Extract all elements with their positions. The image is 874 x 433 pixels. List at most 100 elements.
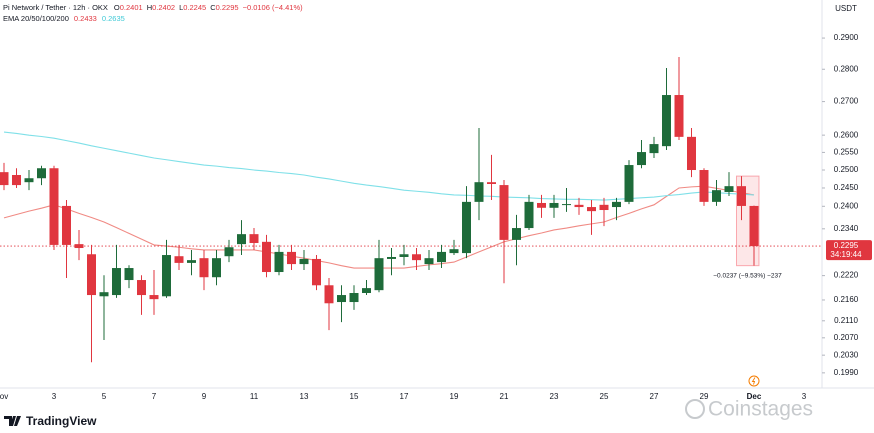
x-tick-label: 13: [300, 392, 309, 401]
measure-label: −0.0237 (−9.53%) −237: [713, 272, 782, 279]
candle-body: [537, 202, 546, 208]
candle-body: [162, 255, 171, 297]
x-tick-label: 27: [650, 392, 659, 401]
candle-body: [249, 234, 259, 243]
candle-body: [349, 293, 359, 303]
candle-body: [549, 202, 559, 208]
candle-body: [724, 186, 734, 192]
candle-body: [562, 204, 571, 206]
logo-text: TradingView: [26, 414, 97, 428]
candle-body: [574, 204, 584, 208]
plot-area: [0, 56, 822, 363]
candle-body: [674, 95, 684, 137]
candle-body: [149, 295, 159, 300]
candle-body: [274, 251, 284, 273]
y-tick-label: 0.2550: [834, 148, 859, 157]
candle-body: [212, 258, 221, 278]
candle-body: [612, 201, 621, 208]
candle-body: [12, 175, 21, 186]
candle-body: [199, 258, 209, 278]
x-tick-label: ov: [0, 392, 8, 401]
candle-body: [174, 256, 184, 263]
ohlc-key: H: [147, 3, 152, 12]
y-tick-label: 0.2110: [834, 316, 858, 325]
candle-body: [287, 251, 296, 265]
logo: TradingView: [4, 414, 97, 428]
y-tick-label: 0.2500: [834, 165, 859, 174]
candle-body: [437, 251, 446, 263]
candle-body: [137, 280, 146, 296]
candle-body: [262, 241, 271, 273]
y-tick-label: 0.2600: [834, 130, 859, 139]
x-tick-label: 7: [152, 392, 157, 401]
candle-body: [737, 186, 746, 206]
x-tick-label: 21: [500, 392, 509, 401]
candle-body: [662, 95, 671, 147]
watermark-icon: [685, 399, 705, 419]
y-tick-label: 0.2700: [834, 97, 859, 106]
ohlc-key: C: [210, 3, 216, 12]
currency-label: USDT: [835, 4, 857, 13]
y-tick-label: 0.2340: [834, 224, 859, 233]
x-tick-label: 23: [550, 392, 559, 401]
y-tick-label: 0.2800: [834, 64, 859, 73]
event-bolt: [751, 377, 756, 385]
x-tick-label: 11: [250, 392, 259, 401]
countdown-label: 34:19:44: [830, 250, 862, 259]
ohlc-value: 0.2401: [120, 3, 143, 12]
candle-body: [324, 285, 334, 304]
x-tick-label: 3: [802, 392, 807, 401]
candle-body: [124, 268, 134, 281]
candle-body: [499, 185, 509, 240]
candle-body: [224, 247, 234, 257]
candle-body: [112, 268, 121, 296]
x-tick-label: 15: [350, 392, 359, 401]
candle-body: [362, 288, 371, 294]
candle-body: [487, 182, 496, 184]
logo-icon: [4, 416, 21, 426]
x-tick-label: Dec: [747, 392, 762, 401]
candle-body: [99, 292, 109, 297]
indicator-header: EMA 20/50/100/200 0.2433 0.2635: [3, 14, 125, 23]
indicator-value: 0.2635: [102, 14, 125, 23]
event-icon: [748, 375, 760, 387]
candle-body: [624, 165, 634, 202]
candle-body: [312, 258, 321, 286]
candle-body: [524, 201, 534, 229]
candle-body: [37, 168, 46, 179]
x-tick-label: 25: [600, 392, 609, 401]
ohlc-key: L: [179, 3, 183, 12]
indicator-value: 0.2433: [74, 14, 97, 23]
y-tick-label: 0.2900: [834, 33, 859, 42]
x-tick-label: 17: [400, 392, 409, 401]
y-tick-label: 0.2160: [834, 295, 859, 304]
y-tick-label: 0.2220: [834, 271, 859, 280]
x-tick-label: 5: [102, 392, 107, 401]
candle-body: [449, 249, 459, 254]
y-tick-label: 0.2030: [834, 350, 859, 359]
candle-body: [74, 244, 84, 249]
candle-body: [462, 201, 471, 254]
candle-body: [699, 170, 709, 202]
y-tick-label: 0.1990: [834, 368, 859, 377]
change-label: −0.0106 (−4.41%): [243, 3, 304, 12]
candle-body: [712, 190, 721, 202]
candle-body: [62, 205, 71, 245]
candle-body: [374, 258, 384, 291]
watermark-text: Coinstages: [708, 398, 813, 421]
ohlc-key: O: [114, 3, 120, 12]
y-tick-label: 0.2070: [834, 333, 859, 342]
y-tick-label: 0.2450: [834, 183, 859, 192]
price-label-box: [826, 240, 872, 261]
candle-body: [512, 228, 521, 240]
ohlc-value: 0.2402: [152, 3, 175, 12]
price-label: 0.2295: [834, 241, 859, 250]
candle-body: [0, 172, 9, 186]
candle-body: [474, 182, 484, 202]
x-tick-label: 19: [450, 392, 459, 401]
indicator-label: EMA 20/50/100/200: [3, 14, 69, 23]
candle-body: [24, 178, 34, 183]
